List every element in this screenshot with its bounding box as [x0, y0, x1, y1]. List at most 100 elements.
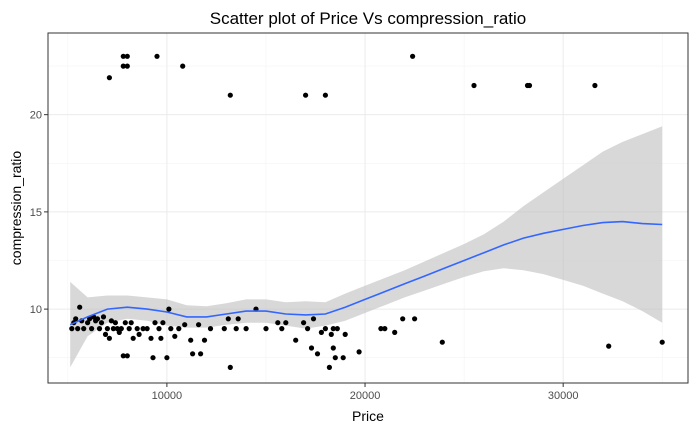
data-point: [592, 82, 598, 89]
data-point: [81, 326, 87, 332]
confidence-band: [70, 126, 663, 368]
data-point: [96, 326, 103, 332]
data-point: [227, 92, 233, 98]
data-point: [102, 331, 109, 337]
data-point: [310, 316, 317, 322]
data-point: [303, 92, 309, 98]
x-tick-label: 10000: [152, 390, 183, 402]
data-point: [330, 326, 336, 332]
data-point: [201, 337, 208, 343]
data-point: [606, 343, 612, 349]
data-point: [328, 331, 334, 337]
data-point: [471, 82, 477, 89]
data-point: [334, 326, 340, 332]
data-point: [126, 326, 132, 332]
data-point: [154, 53, 160, 59]
data-point: [160, 320, 166, 326]
data-point: [136, 331, 142, 337]
data-point: [130, 335, 136, 341]
y-axis-title: compression_ratio: [8, 151, 24, 266]
data-point: [225, 316, 231, 322]
data-point: [263, 326, 269, 332]
data-point: [94, 316, 101, 322]
data-point: [106, 335, 112, 341]
smooth-line-group: [69, 220, 663, 326]
data-point: [180, 63, 186, 69]
chart-title: Scatter plot of Price Vs compression_rat…: [210, 9, 527, 28]
data-point: [659, 339, 665, 345]
data-point: [124, 53, 130, 59]
data-point: [108, 318, 114, 324]
data-point: [243, 326, 249, 332]
data-point: [196, 322, 202, 328]
data-point: [439, 339, 445, 345]
data-point: [150, 355, 156, 361]
data-point: [164, 355, 170, 361]
data-point: [342, 331, 348, 337]
data-point: [168, 326, 174, 332]
y-tick-label: 20: [30, 110, 42, 122]
points-group: [69, 53, 665, 370]
data-point: [100, 314, 107, 320]
data-point: [134, 326, 140, 332]
data-point: [140, 326, 146, 332]
data-point: [293, 337, 299, 343]
data-point: [89, 326, 95, 332]
data-point: [176, 326, 182, 332]
data-point: [314, 351, 321, 357]
data-point: [207, 326, 214, 332]
data-point: [182, 322, 188, 328]
panel-border: [47, 32, 689, 384]
data-point: [85, 320, 91, 326]
data-point: [144, 326, 150, 332]
y-tick-label: 10: [30, 304, 42, 316]
data-point: [152, 320, 158, 326]
data-point: [378, 326, 384, 332]
data-point: [227, 364, 233, 370]
data-point: [112, 320, 118, 326]
data-point: [120, 53, 126, 59]
data-point: [104, 326, 110, 332]
data-point: [166, 306, 172, 312]
data-point: [124, 63, 130, 69]
data-point: [279, 326, 285, 332]
data-point: [340, 355, 346, 361]
data-point: [412, 316, 418, 322]
data-point: [326, 364, 332, 370]
data-point: [188, 337, 194, 343]
data-point: [98, 320, 105, 326]
data-point: [318, 329, 324, 335]
data-point: [301, 320, 307, 326]
data-point: [158, 335, 164, 341]
data-point: [332, 355, 338, 361]
data-point: [283, 320, 289, 326]
data-point: [400, 316, 406, 322]
data-point: [221, 326, 227, 332]
smooth-line: [69, 220, 663, 326]
x-tick-label: 30000: [548, 390, 579, 402]
data-point: [124, 353, 130, 359]
axis-ticks-group: 10000 20000 30000 10 15 20: [30, 110, 579, 402]
data-point: [110, 326, 116, 332]
data-point: [69, 326, 75, 332]
data-point: [120, 353, 126, 359]
data-point: [322, 92, 328, 98]
data-point: [526, 82, 533, 89]
data-point: [198, 351, 204, 357]
data-point: [235, 316, 241, 322]
data-point: [148, 335, 154, 341]
data-point: [106, 75, 112, 81]
data-point: [382, 326, 388, 332]
data-point: [172, 333, 178, 339]
confidence-band-group: [70, 126, 663, 368]
data-point: [322, 326, 328, 332]
data-point: [392, 329, 398, 335]
data-point: [87, 316, 93, 322]
data-point: [156, 326, 162, 332]
data-point: [73, 316, 79, 322]
data-point: [410, 53, 416, 59]
data-point: [128, 320, 134, 326]
x-axis-title: Price: [352, 408, 384, 424]
